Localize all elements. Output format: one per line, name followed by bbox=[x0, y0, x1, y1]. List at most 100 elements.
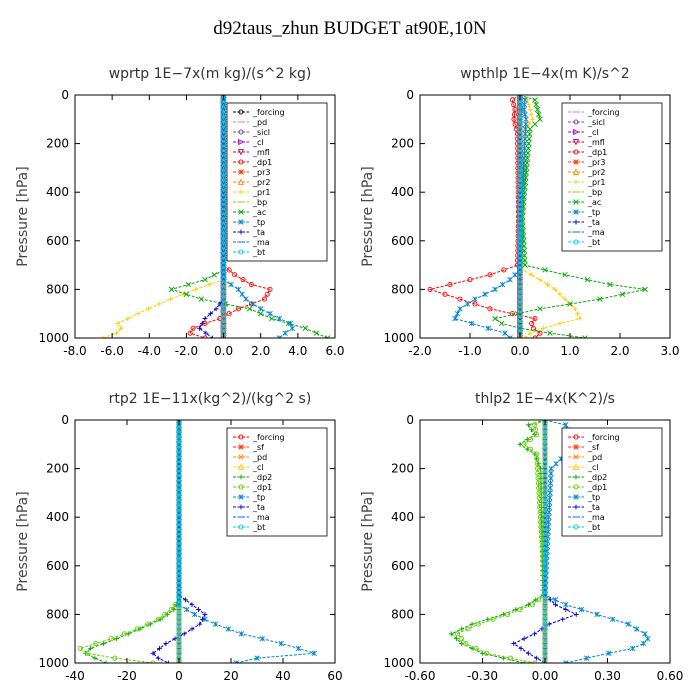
data-point bbox=[517, 267, 523, 273]
y-axis-label: Pressure [hPa] bbox=[15, 166, 31, 266]
data-point bbox=[542, 495, 548, 501]
data-point bbox=[542, 267, 548, 273]
data-point bbox=[522, 262, 528, 268]
data-point bbox=[529, 602, 536, 608]
data-point bbox=[221, 286, 227, 292]
data-point bbox=[176, 553, 182, 559]
data-point bbox=[542, 427, 548, 433]
data-point bbox=[565, 660, 569, 663]
data-point bbox=[176, 558, 182, 564]
legend-label: _sicl bbox=[252, 128, 270, 137]
data-point bbox=[535, 470, 541, 477]
data-point bbox=[176, 563, 182, 569]
legend: _forcing_pd_sicl_cl_mfl_dp1_pr3_pr2_pr1_… bbox=[226, 102, 328, 262]
data-point bbox=[542, 446, 548, 452]
y-tick-label: 200 bbox=[391, 462, 414, 476]
data-point bbox=[542, 548, 548, 554]
legend-label: _sicl bbox=[587, 118, 605, 127]
legend-label: _bt bbox=[587, 523, 600, 532]
x-tick-label: -20 bbox=[117, 669, 137, 683]
data-point bbox=[176, 466, 182, 472]
legend-label: _pd bbox=[252, 453, 267, 462]
data-point bbox=[176, 441, 182, 447]
data-point bbox=[198, 296, 205, 302]
legend-item: _pd bbox=[233, 453, 267, 462]
data-point bbox=[176, 548, 182, 554]
data-point bbox=[542, 621, 548, 627]
data-point bbox=[517, 136, 523, 142]
data-point bbox=[221, 165, 227, 171]
legend-label: _tp bbox=[252, 493, 265, 502]
data-point bbox=[176, 446, 182, 452]
legend-item: _pr1 bbox=[233, 188, 270, 197]
data-point bbox=[185, 281, 192, 288]
x-tick-label: 0.0 bbox=[510, 344, 529, 358]
data-point bbox=[324, 335, 329, 338]
data-point bbox=[572, 139, 580, 146]
data-point bbox=[536, 490, 542, 496]
data-point bbox=[517, 257, 523, 263]
x-tick-label: 0.60 bbox=[657, 669, 684, 683]
data-point bbox=[534, 461, 540, 467]
x-tick-label: -0.60 bbox=[404, 669, 435, 683]
data-point bbox=[509, 335, 513, 338]
legend-label: _pr2 bbox=[587, 168, 605, 177]
data-point bbox=[176, 538, 182, 545]
plot-area bbox=[427, 95, 648, 338]
data-point bbox=[221, 320, 227, 326]
data-point bbox=[221, 291, 227, 297]
data-point bbox=[517, 238, 523, 244]
legend-item: _dp1 bbox=[233, 158, 272, 167]
data-point bbox=[221, 107, 227, 113]
data-point bbox=[517, 306, 523, 312]
legend-item: _bt bbox=[568, 523, 600, 532]
data-point bbox=[572, 168, 580, 175]
data-point bbox=[584, 335, 588, 338]
data-point bbox=[517, 189, 523, 195]
legend-label: _ac bbox=[252, 208, 266, 217]
data-point bbox=[202, 276, 208, 283]
data-point bbox=[517, 262, 523, 268]
legend-label: _ta bbox=[587, 503, 600, 512]
data-point bbox=[134, 626, 140, 632]
data-point bbox=[221, 145, 227, 152]
legend-item: _ma bbox=[568, 228, 605, 237]
data-point bbox=[176, 534, 182, 540]
legend-label: _sf bbox=[587, 443, 599, 452]
data-point bbox=[221, 228, 227, 234]
legend-item: _dp2 bbox=[568, 473, 607, 482]
data-point bbox=[238, 209, 244, 215]
data-point bbox=[221, 170, 227, 176]
x-tick-label: -8.0 bbox=[63, 344, 86, 358]
data-point bbox=[542, 524, 548, 530]
x-tick-label: -2.0 bbox=[408, 344, 431, 358]
legend: _forcing_sf_pd_cl_dp2_dp1_tp_ta_ma_bt bbox=[561, 427, 663, 537]
legend-item: _dp1 bbox=[233, 483, 272, 492]
data-point bbox=[176, 504, 182, 511]
legend-item: _tp bbox=[568, 208, 600, 217]
data-point bbox=[232, 272, 238, 278]
legend-item: _ac bbox=[568, 198, 601, 207]
data-point bbox=[511, 102, 517, 108]
data-point bbox=[447, 281, 453, 288]
data-point bbox=[176, 582, 182, 588]
data-point bbox=[487, 306, 493, 312]
y-tick-label: 600 bbox=[391, 234, 414, 248]
data-point bbox=[221, 116, 227, 122]
data-point bbox=[326, 335, 331, 338]
data-point bbox=[517, 606, 523, 613]
data-point bbox=[572, 463, 580, 470]
legend-item: _sicl bbox=[233, 128, 270, 137]
data-point bbox=[542, 631, 548, 637]
data-point bbox=[542, 572, 548, 579]
data-point bbox=[237, 149, 245, 156]
data-point bbox=[517, 296, 523, 302]
series-dp2 bbox=[448, 420, 548, 663]
data-point bbox=[176, 602, 182, 608]
data-point bbox=[517, 272, 523, 278]
data-point bbox=[534, 432, 540, 438]
data-point bbox=[507, 335, 511, 338]
series-pr1 bbox=[100, 95, 226, 338]
data-point bbox=[176, 641, 182, 647]
data-point bbox=[176, 485, 182, 491]
